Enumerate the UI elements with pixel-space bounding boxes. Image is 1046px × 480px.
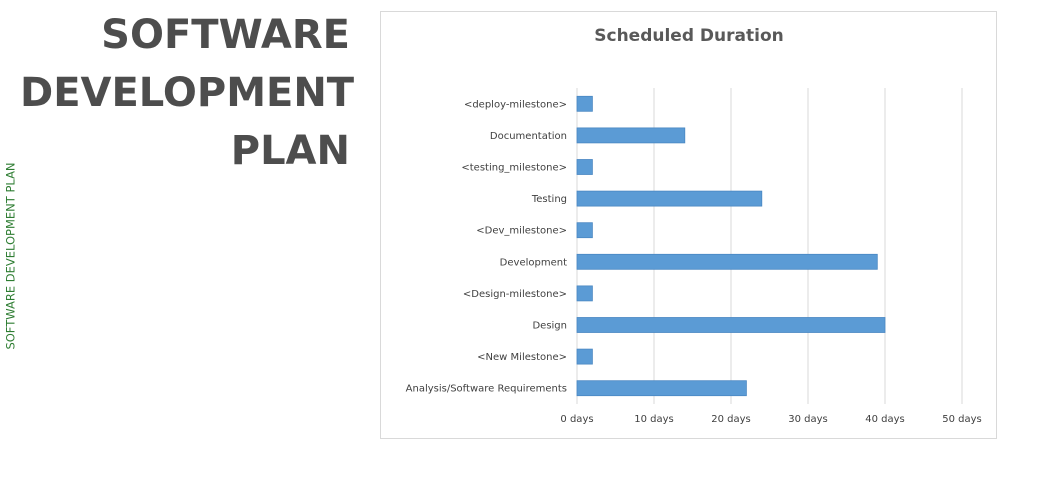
category-label-7: Design [532,321,567,332]
category-label-5: Development [500,257,567,268]
bar-2[interactable] [576,159,593,175]
x-tick-label-3: 30 days [788,414,828,425]
category-label-3: Testing [531,194,567,205]
page-title-line-3: PLAN [230,128,350,174]
chart-title: Scheduled Duration [594,26,783,46]
bar-1[interactable] [576,127,686,144]
page-title-line-2: DEVELOPMENT [20,70,355,116]
bar-5[interactable] [576,253,878,270]
x-tick-labels: 0 days 10 days 20 days 30 days 40 days 50 day… [560,414,981,425]
bar-4[interactable] [576,222,593,239]
duration-chart: Scheduled Duration <deploy-milestone> Doc… [406,26,982,425]
x-tick-label-1: 10 days [634,414,674,425]
category-label-4: <Dev_milestone> [476,226,567,237]
page-title-line-1: SOFTWARE [101,12,350,58]
bar-7[interactable] [576,317,886,333]
category-label-1: Documentation [490,131,567,142]
x-tick-label-2: 20 days [711,414,751,425]
page-title: SOFTWARE DEVELOPMENT PLAN [20,6,355,180]
bar-8[interactable] [576,348,593,365]
bar-0[interactable] [576,95,593,112]
category-label-8: <New Milestone> [477,352,567,363]
bar-9[interactable] [576,380,747,397]
bar-layer [576,95,886,397]
category-labels: <deploy-milestone> Documentation <testing_… [406,99,567,394]
chart-container[interactable]: Scheduled Duration <deploy-milestone> Doc… [380,11,997,439]
side-vertical-label-text: SOFTWARE DEVELOPMENT PLAN [4,162,19,350]
x-tick-label-5: 50 days [942,414,982,425]
x-tick-label-0: 0 days [560,414,593,425]
bar-6[interactable] [576,285,593,302]
category-label-2: <testing_milestone> [461,163,567,174]
side-vertical-label: SOFTWARE DEVELOPMENT PLAN [1,150,21,362]
bar-3[interactable] [576,190,763,207]
category-label-6: <Design-milestone> [463,289,567,300]
x-tick-label-4: 40 days [865,414,905,425]
category-label-9: Analysis/Software Requirements [406,384,567,395]
category-label-0: <deploy-milestone> [464,99,567,110]
